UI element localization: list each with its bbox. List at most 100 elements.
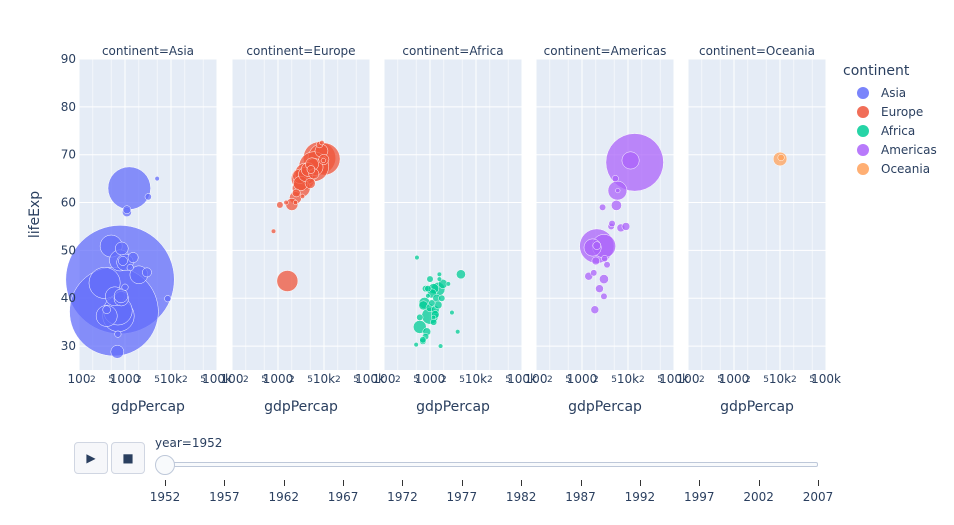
legend-item[interactable]: Africa [843, 121, 937, 140]
legend-label: Asia [881, 85, 907, 100]
x-tick-label: 1000 [719, 372, 750, 386]
data-point [599, 274, 609, 284]
slider-tick-label[interactable]: 2002 [743, 490, 774, 504]
facet-title: continent=Africa [402, 44, 503, 58]
data-point [154, 176, 160, 182]
x-tick-label: 5 [413, 375, 419, 385]
data-point [107, 166, 151, 210]
data-point [777, 154, 785, 162]
y-tick-label: 80 [61, 100, 76, 114]
data-point [436, 276, 442, 282]
legend-item[interactable]: Europe [843, 102, 937, 121]
slider-tick-label[interactable]: 2007 [802, 490, 834, 504]
x-tick-label: 10k [160, 372, 182, 386]
data-point [299, 193, 305, 199]
x-axis-title: gdpPercap [720, 399, 794, 415]
slider-tick-label[interactable]: 1967 [327, 490, 359, 504]
data-point [449, 310, 455, 316]
stop-button[interactable]: ■ [111, 442, 145, 474]
data-point [114, 241, 129, 256]
slider-tick-label[interactable]: 1987 [565, 490, 596, 504]
data-point [121, 283, 129, 291]
y-axis-title: lifeExp [27, 191, 43, 238]
slider-tick [758, 480, 760, 486]
data-point [283, 199, 289, 206]
x-axis-title: gdpPercap [416, 399, 490, 415]
x-tick-label: 5 [154, 375, 160, 385]
data-point [438, 343, 444, 349]
plot-area [536, 59, 674, 370]
x-tick-label: 100 [373, 372, 396, 386]
slider-tick-label[interactable]: 1992 [624, 490, 656, 504]
data-point [615, 188, 621, 194]
x-tick-label: 100 [525, 372, 548, 386]
x-tick-label: 5 [353, 375, 359, 385]
data-point [603, 261, 611, 269]
data-point [113, 288, 129, 303]
data-point [438, 294, 446, 302]
data-point [319, 140, 325, 146]
slider-tick-label[interactable]: 1997 [683, 490, 715, 504]
legend-marker [857, 86, 869, 99]
slider-tick [818, 480, 819, 486]
x-tick-label: 1000 [567, 372, 598, 386]
x-tick-label: 2 [593, 375, 599, 385]
data-point [419, 336, 427, 344]
data-point [456, 269, 466, 280]
year-slider-handle[interactable] [155, 455, 175, 475]
slider-tick [283, 480, 285, 486]
facet-title: continent=Americas [544, 44, 667, 58]
data-point [590, 305, 600, 314]
x-tick-label: 100k [507, 372, 537, 386]
legend-item[interactable]: Asia [843, 83, 937, 102]
x-axis-title: gdpPercap [264, 399, 338, 415]
slider-tick-label[interactable]: 1962 [268, 490, 299, 504]
x-tick-label: 2 [699, 375, 705, 385]
legend-item[interactable]: Oceania [843, 159, 937, 178]
data-point [306, 165, 316, 174]
data-point [304, 178, 316, 189]
data-point [621, 151, 640, 170]
data-point [110, 345, 125, 359]
slider-tick-label[interactable]: 1952 [149, 490, 181, 504]
y-tick-label: 90 [61, 52, 76, 66]
data-point [436, 271, 442, 277]
y-tick-label: 60 [61, 196, 76, 210]
x-tick-label: 1000 [415, 372, 446, 386]
facet-title: continent=Europe [246, 44, 355, 58]
slider-tick [639, 480, 641, 486]
slider-tick [461, 480, 463, 486]
slider-tick-label[interactable]: 1957 [209, 490, 240, 504]
slider-tick [165, 480, 166, 486]
x-tick-label: 10k [313, 372, 335, 386]
play-button[interactable]: ▶ [74, 442, 108, 474]
slider-tick-label[interactable]: 1982 [505, 490, 537, 504]
legend-title: continent [843, 63, 910, 79]
x-axis-title: gdpPercap [568, 399, 642, 415]
data-point [414, 255, 420, 261]
data-point [413, 342, 419, 348]
slider-current-label: year=1952 [155, 436, 223, 450]
x-tick-label: 5 [505, 375, 511, 385]
year-slider-track[interactable] [165, 462, 818, 467]
x-tick-label: 5 [657, 375, 663, 385]
slider-tick-label[interactable]: 1977 [446, 490, 478, 504]
data-point [621, 222, 631, 231]
x-tick-label: 2 [487, 375, 493, 385]
x-tick-label: 2 [136, 375, 142, 385]
data-point [118, 256, 128, 266]
x-tick-label: 100k [355, 372, 385, 386]
slider-tick-label[interactable]: 1972 [387, 490, 418, 504]
slider-tick [224, 480, 226, 486]
data-point [276, 201, 284, 209]
y-tick-label: 70 [61, 148, 76, 162]
legend-item[interactable]: Americas [843, 140, 937, 159]
x-tick-label: 100 [68, 372, 91, 386]
data-point [142, 267, 152, 278]
x-tick-label: 2 [289, 375, 295, 385]
data-point [320, 157, 326, 163]
